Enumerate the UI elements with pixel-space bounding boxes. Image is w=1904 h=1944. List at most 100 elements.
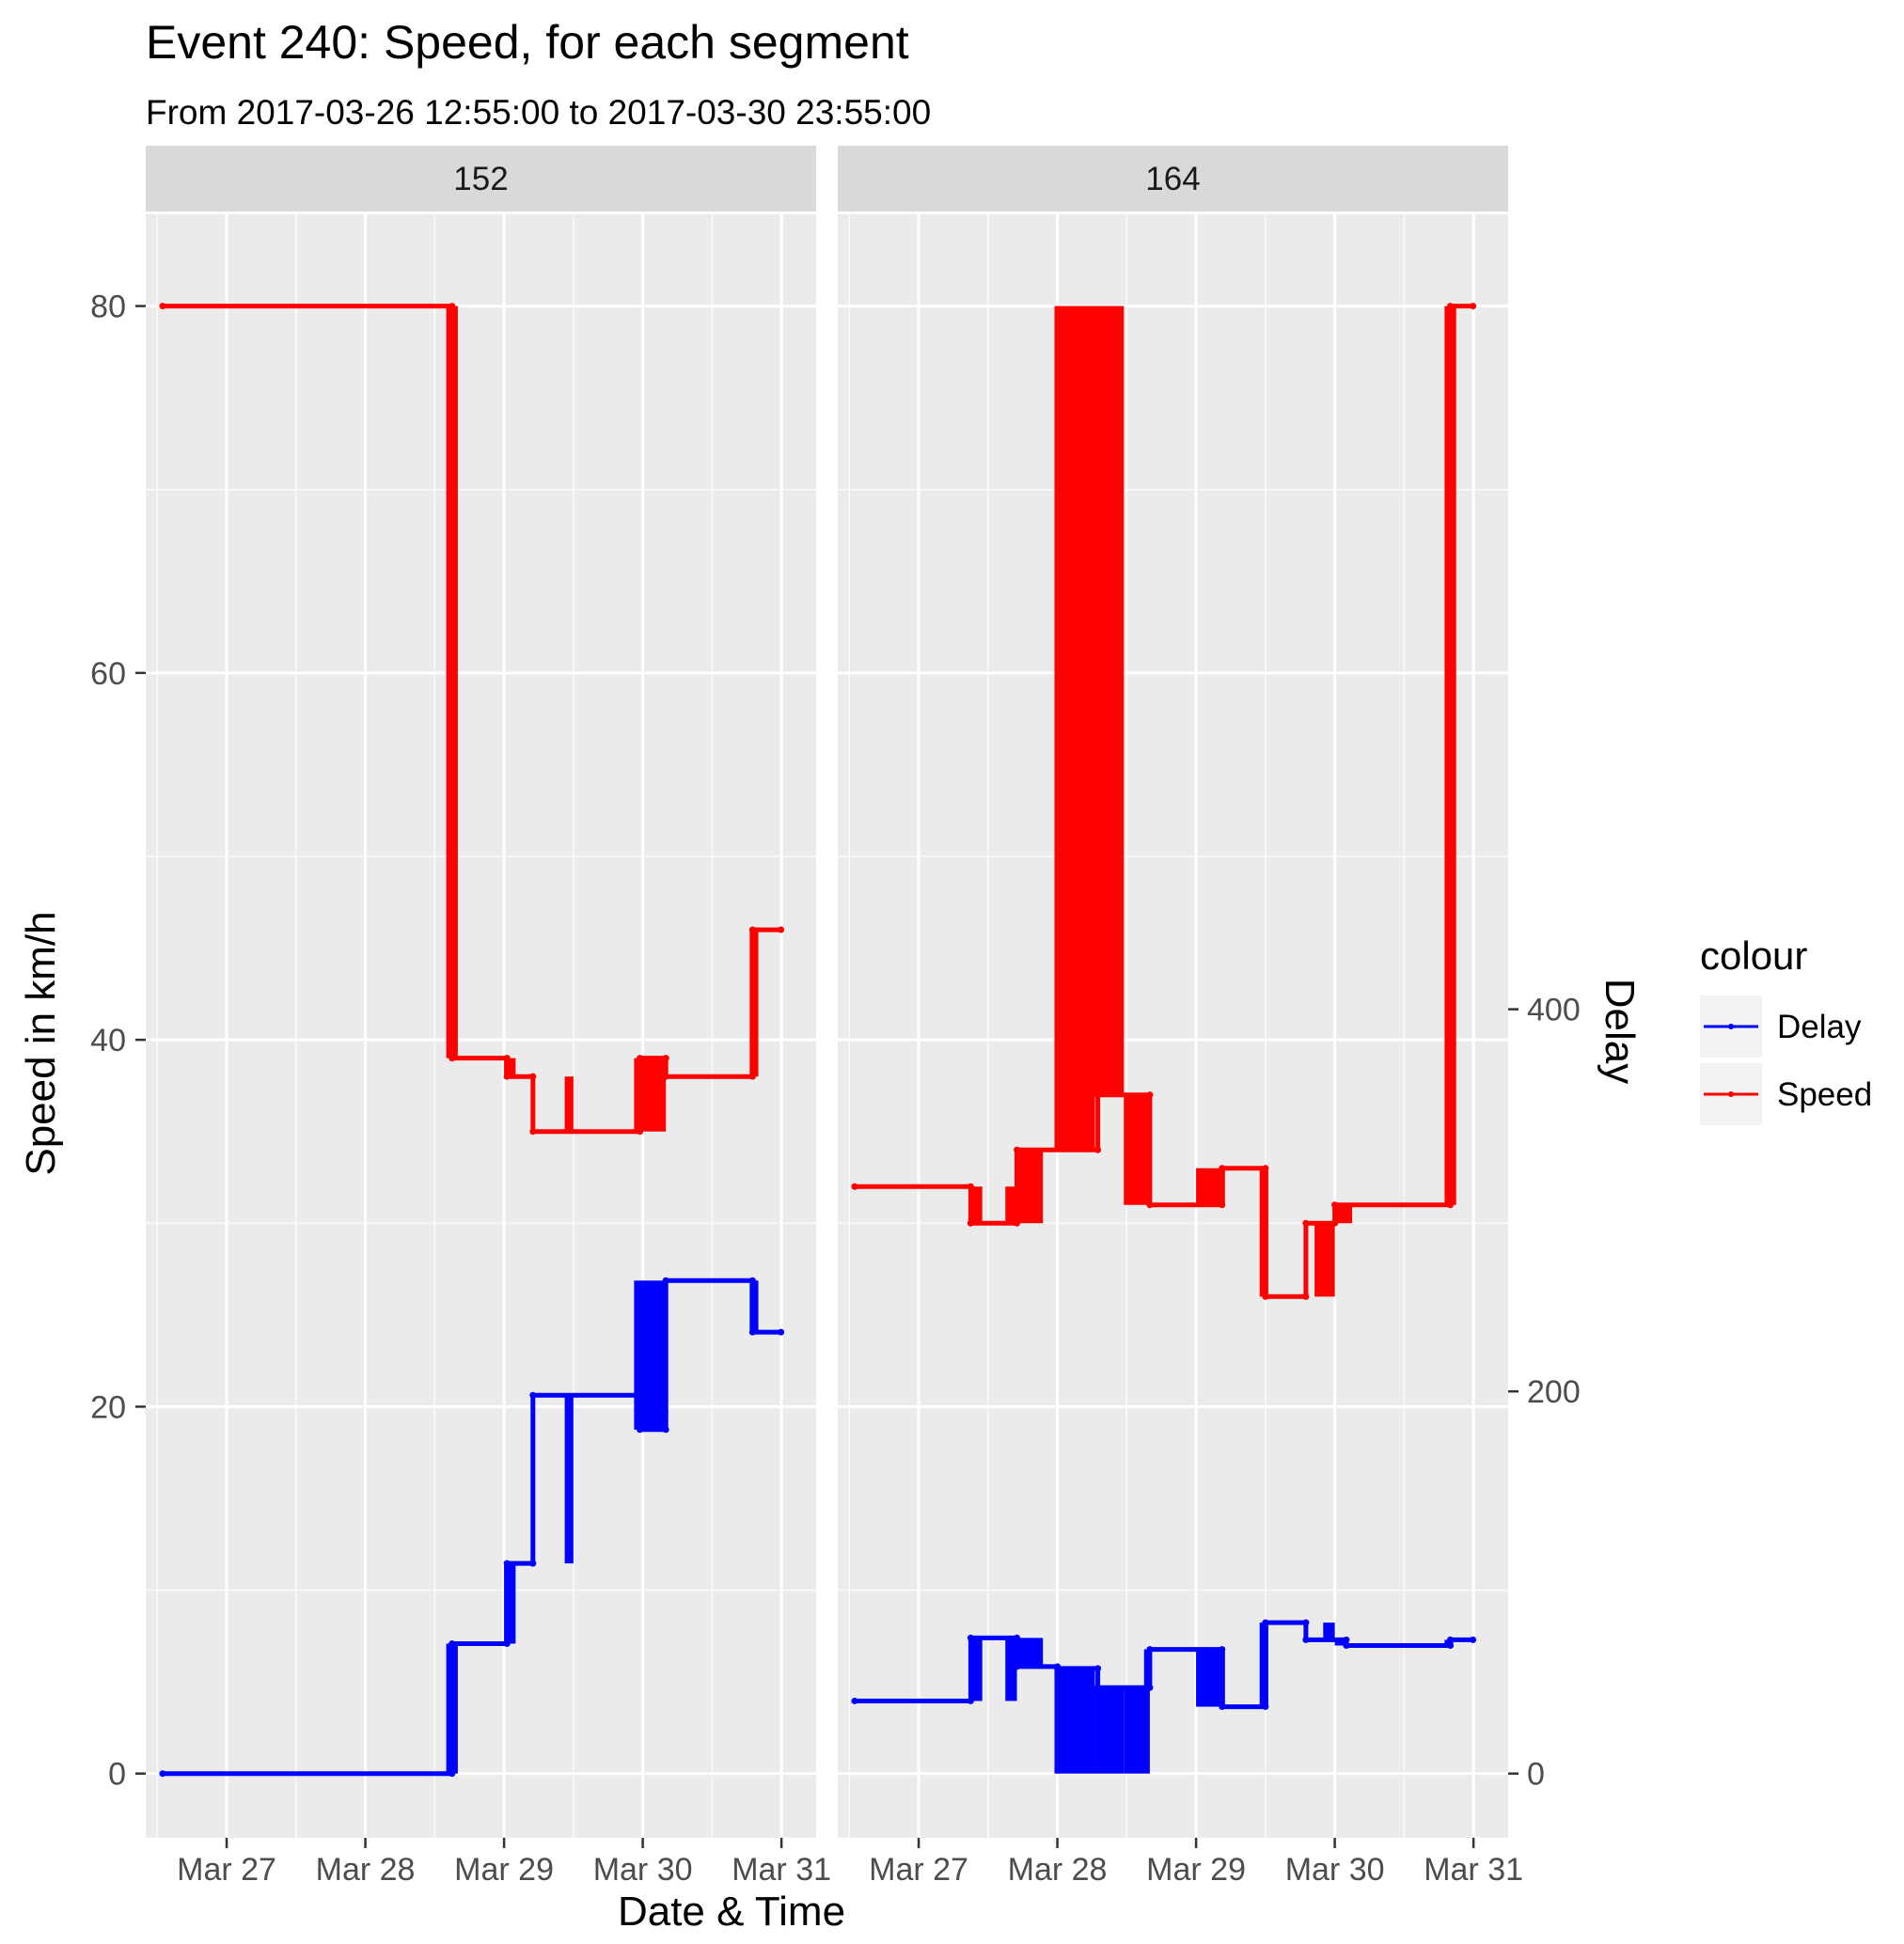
series-point-delay — [1262, 1703, 1269, 1711]
series-point-delay — [1470, 1636, 1477, 1643]
legend-label-delay: Delay — [1777, 1009, 1862, 1045]
step-band — [1094, 1687, 1125, 1774]
gridlines — [146, 214, 816, 1838]
series-point-delay — [1014, 1634, 1021, 1641]
step-band — [1334, 1639, 1346, 1646]
step-band — [1016, 1638, 1044, 1667]
series-point-speed — [748, 1073, 756, 1080]
x-axis-title: Date & Time — [618, 1889, 845, 1935]
step-band — [564, 1395, 574, 1564]
series-lines — [851, 303, 1477, 1711]
y2-tick-label: 0 — [1527, 1757, 1545, 1793]
series-point-delay — [851, 1697, 858, 1704]
plot-panel-background — [146, 214, 816, 1838]
x-tick-label: Mar 31 — [732, 1852, 831, 1888]
series-point-speed — [1262, 1165, 1269, 1172]
series-point-speed — [1262, 1293, 1269, 1300]
series-point-speed — [851, 1183, 858, 1190]
y-axis-right: 0 200 400 — [1508, 993, 1581, 1793]
series-point-speed — [1302, 1293, 1310, 1300]
step-band — [564, 1076, 574, 1132]
series-point-delay — [637, 1426, 644, 1434]
x-tick-label: Mar 30 — [593, 1852, 693, 1888]
series-point-delay — [1094, 1665, 1102, 1672]
series-lines — [159, 303, 785, 1778]
series-point-delay — [1343, 1642, 1350, 1650]
legend-title: colour — [1700, 933, 1807, 978]
facet-strip — [838, 146, 1508, 212]
series-point-speed — [1146, 1201, 1154, 1209]
series-line-speed — [162, 304, 781, 1135]
series-point-speed — [1219, 1201, 1226, 1209]
series-point-speed — [662, 1055, 669, 1062]
series-point-delay — [967, 1697, 974, 1704]
series-point-delay — [748, 1328, 756, 1336]
series-point-speed — [159, 303, 166, 310]
chart-title: Event 240: Speed, for each segment — [146, 16, 909, 69]
series-point-delay — [1146, 1684, 1154, 1691]
y-tick-label: 20 — [90, 1389, 126, 1425]
series-point-speed — [1331, 1219, 1339, 1227]
series-point-speed — [778, 926, 785, 933]
step-band — [1124, 1687, 1150, 1774]
series-point-delay — [1447, 1636, 1455, 1643]
legend-label-speed: Speed — [1777, 1076, 1872, 1113]
y-tick-label: 80 — [90, 290, 126, 325]
x-tick-label: Mar 29 — [454, 1852, 554, 1888]
y-tick-label: 60 — [90, 656, 126, 692]
series-point-delay — [1343, 1636, 1350, 1643]
series-point-delay — [1302, 1619, 1310, 1626]
series-point-delay — [529, 1560, 537, 1567]
series-point-speed — [1470, 303, 1477, 310]
series-point-speed — [448, 1055, 456, 1062]
y-tick-label: 0 — [108, 1757, 126, 1793]
x-tick-label: Mar 28 — [316, 1852, 416, 1888]
x-tick-label: Mar 27 — [177, 1852, 276, 1888]
series-point-delay — [1014, 1663, 1021, 1670]
series-point-speed — [1447, 303, 1455, 310]
series-point-delay — [1054, 1665, 1062, 1672]
series-point-delay — [748, 1277, 756, 1284]
series-point-speed — [748, 926, 756, 933]
series-point-speed — [637, 1055, 644, 1062]
step-band — [1323, 1623, 1335, 1640]
series-point-speed — [1146, 1091, 1154, 1099]
series-point-delay — [967, 1634, 974, 1641]
series-point-speed — [503, 1073, 511, 1080]
step-band — [1054, 1668, 1095, 1774]
series-point-speed — [637, 1128, 644, 1136]
step-band — [1314, 1223, 1335, 1297]
series-point-speed — [1302, 1219, 1310, 1227]
series-point-speed — [1447, 1201, 1455, 1209]
series-point-delay — [1219, 1646, 1226, 1654]
series-point-delay — [1146, 1646, 1154, 1654]
facet-strip-label: 152 — [453, 161, 508, 197]
series-point-speed — [1219, 1165, 1226, 1172]
y2-tick-label: 200 — [1527, 1374, 1581, 1410]
facet-strip — [146, 146, 816, 212]
plot-panel-background — [838, 214, 1508, 1838]
series-point-delay — [448, 1639, 456, 1647]
panel-152: 152 — [146, 146, 816, 1838]
step-band — [970, 1186, 983, 1224]
step-band — [1094, 306, 1125, 1095]
y2-tick-label: 400 — [1527, 993, 1581, 1028]
step-band — [1143, 1649, 1150, 1688]
x-axes: Mar 27 Mar 28 Mar 29 Mar 30 Mar 31 Mar 27 Mar … — [177, 1838, 1523, 1888]
series-point-delay — [503, 1639, 511, 1647]
x-tick-label: Mar 31 — [1424, 1852, 1523, 1888]
y2-axis-title: Delay — [1597, 979, 1643, 1085]
facet-strip-label: 164 — [1145, 161, 1200, 197]
series-point-speed — [1331, 1201, 1339, 1209]
series-point-delay — [1094, 1684, 1102, 1691]
series-point-delay — [778, 1328, 785, 1336]
y-axis-title: Speed in km/h — [18, 911, 64, 1175]
step-band — [1005, 1186, 1017, 1224]
series-point-delay — [1302, 1636, 1310, 1643]
series-point-speed — [1094, 1091, 1102, 1099]
legend-dot-speed — [1728, 1091, 1734, 1097]
step-band — [1334, 1204, 1353, 1224]
series-point-delay — [1262, 1619, 1269, 1626]
series-point-delay — [662, 1277, 669, 1284]
